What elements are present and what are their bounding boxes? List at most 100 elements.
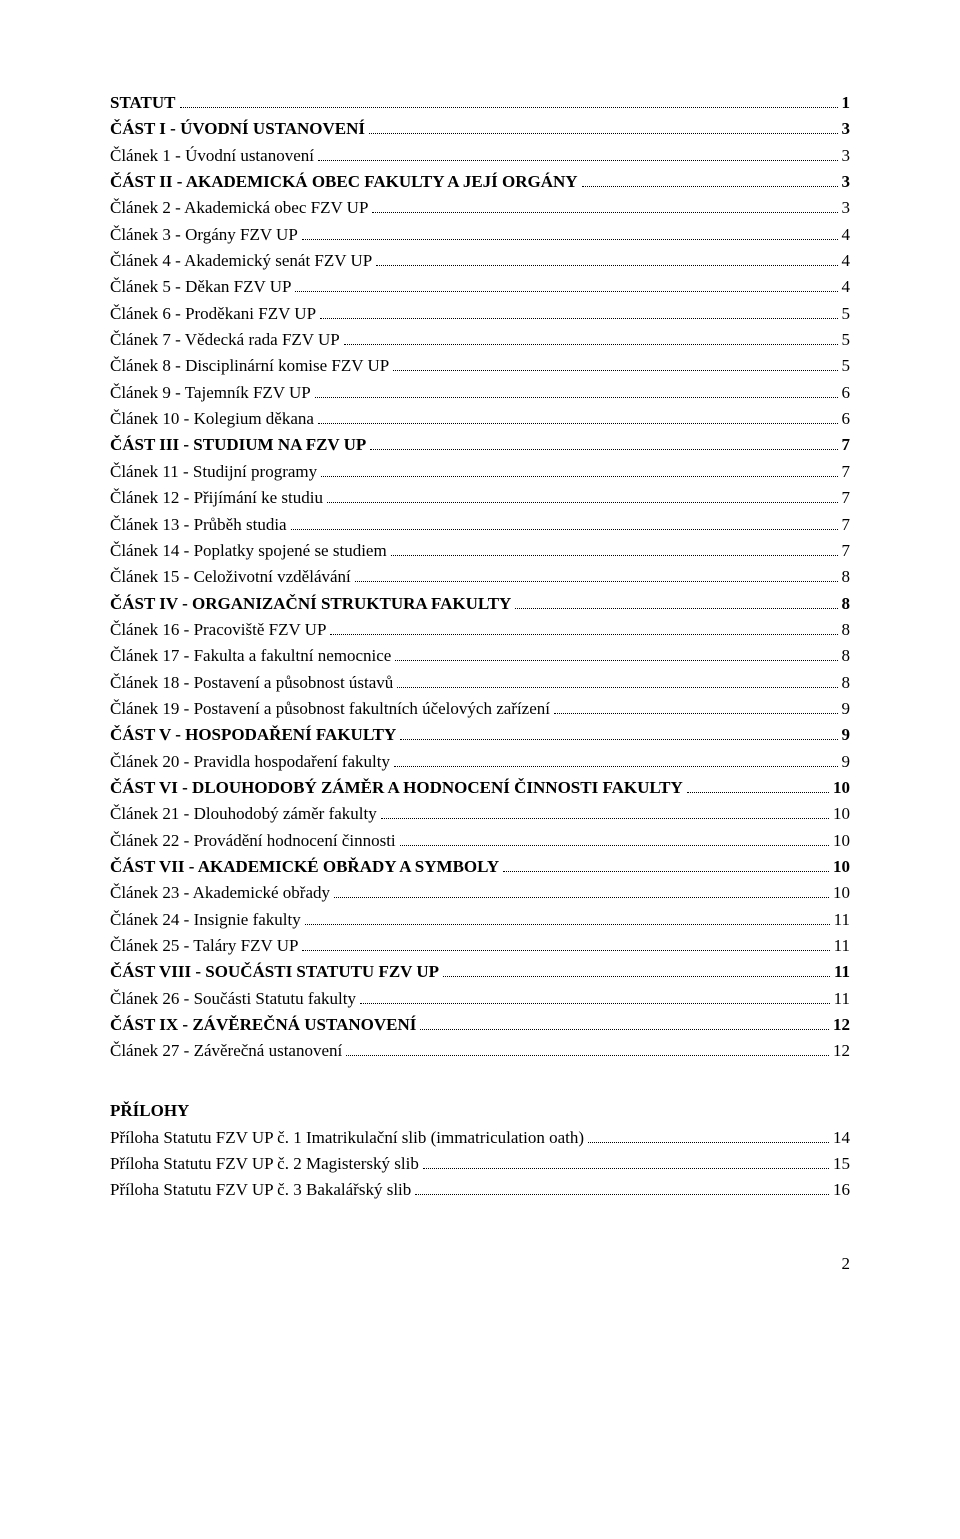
- toc-entry: Článek 12 - Přijímání ke studiu 7: [110, 485, 850, 511]
- toc-label: ČÁST III - STUDIUM NA FZV UP: [110, 432, 366, 458]
- toc-page-number: 8: [842, 643, 851, 669]
- priloha-leader-dots: [588, 1126, 829, 1142]
- toc-page-number: 10: [833, 775, 850, 801]
- toc-label: ČÁST II - AKADEMICKÁ OBEC FAKULTY A JEJÍ…: [110, 169, 578, 195]
- toc-page-number: 3: [842, 143, 851, 169]
- toc-leader-dots: [369, 118, 837, 134]
- toc-label: Článek 12 - Přijímání ke studiu: [110, 485, 323, 511]
- toc-leader-dots: [321, 461, 837, 477]
- toc-label: Článek 16 - Pracoviště FZV UP: [110, 617, 326, 643]
- toc-page-number: 8: [842, 617, 851, 643]
- toc-leader-dots: [346, 1040, 829, 1056]
- toc-entry: Článek 10 - Kolegium děkana6: [110, 406, 850, 432]
- toc-page-number: 7: [842, 432, 851, 458]
- toc-entry: Článek 1 - Úvodní ustanovení 3: [110, 143, 850, 169]
- toc-entry: Článek 6 - Proděkani FZV UP5: [110, 301, 850, 327]
- toc-label: Článek 2 - Akademická obec FZV UP: [110, 195, 368, 221]
- toc-entry: Článek 4 - Akademický senát FZV UP4: [110, 248, 850, 274]
- toc-leader-dots: [376, 250, 837, 266]
- toc-label: Článek 7 - Vědecká rada FZV UP: [110, 327, 340, 353]
- toc-leader-dots: [330, 619, 837, 635]
- toc-leader-dots: [554, 698, 838, 714]
- toc-leader-dots: [318, 144, 838, 160]
- toc-label: Článek 21 - Dlouhodobý záměr fakulty: [110, 801, 377, 827]
- toc-label: ČÁST IV - ORGANIZAČNÍ STRUKTURA FAKULTY: [110, 591, 511, 617]
- toc-leader-dots: [302, 223, 838, 239]
- toc-leader-dots: [391, 540, 838, 556]
- toc-page-number: 5: [842, 327, 851, 353]
- toc-label: Článek 18 - Postavení a působnost ústavů: [110, 670, 393, 696]
- toc-page-number: 11: [834, 933, 850, 959]
- toc-leader-dots: [400, 724, 837, 740]
- prilohy-list: Příloha Statutu FZV UP č. 1 Imatrikulačn…: [110, 1125, 850, 1204]
- toc-page-number: 4: [842, 222, 851, 248]
- toc-leader-dots: [381, 803, 829, 819]
- priloha-page-number: 15: [833, 1151, 850, 1177]
- toc-leader-dots: [393, 355, 837, 371]
- toc-entry: STATUT1: [110, 90, 850, 116]
- toc-entry: Článek 14 - Poplatky spojené se studiem7: [110, 538, 850, 564]
- prilohy-header: PŘÍLOHY: [110, 1101, 850, 1121]
- toc-label: Článek 23 - Akademické obřady: [110, 880, 330, 906]
- toc-leader-dots: [355, 566, 838, 582]
- toc-label: Článek 5 - Děkan FZV UP: [110, 274, 291, 300]
- toc-entry: ČÁST VI - DLOUHODOBÝ ZÁMĚR A HODNOCENÍ Č…: [110, 775, 850, 801]
- toc-page-number: 10: [833, 828, 850, 854]
- toc-label: Článek 1 - Úvodní ustanovení: [110, 143, 314, 169]
- toc-entry: Článek 5 - Děkan FZV UP 4: [110, 274, 850, 300]
- toc-leader-dots: [372, 197, 837, 213]
- toc-page-number: 8: [842, 564, 851, 590]
- toc-label: Článek 8 - Disciplinární komise FZV UP: [110, 353, 389, 379]
- toc-entry: ČÁST II - AKADEMICKÁ OBEC FAKULTY A JEJÍ…: [110, 169, 850, 195]
- toc-entry: ČÁST III - STUDIUM NA FZV UP 7: [110, 432, 850, 458]
- toc-leader-dots: [295, 276, 837, 292]
- toc-page-number: 4: [842, 274, 851, 300]
- toc-page-number: 9: [842, 749, 851, 775]
- toc-label: Článek 19 - Postavení a působnost fakult…: [110, 696, 550, 722]
- toc-leader-dots: [320, 302, 837, 318]
- toc-page-number: 6: [842, 380, 851, 406]
- toc-page-number: 3: [842, 169, 851, 195]
- toc-entry: Článek 22 - Provádění hodnocení činnosti…: [110, 828, 850, 854]
- toc-entry: Článek 17 - Fakulta a fakultní nemocnice…: [110, 643, 850, 669]
- toc-leader-dots: [420, 1014, 829, 1030]
- toc-label: Článek 3 - Orgány FZV UP: [110, 222, 298, 248]
- toc-label: ČÁST VIII - SOUČÁSTI STATUTU FZV UP: [110, 959, 439, 985]
- toc-label: Článek 13 - Průběh studia: [110, 512, 287, 538]
- toc-page-number: 1: [842, 90, 851, 116]
- toc-page-number: 12: [833, 1012, 850, 1038]
- toc-leader-dots: [315, 381, 838, 397]
- toc-leader-dots: [397, 671, 837, 687]
- toc-entry: Článek 16 - Pracoviště FZV UP 8: [110, 617, 850, 643]
- priloha-entry: Příloha Statutu FZV UP č. 3 Bakalářský s…: [110, 1177, 850, 1203]
- toc-entry: ČÁST VII - AKADEMICKÉ OBŘADY A SYMBOLY10: [110, 854, 850, 880]
- toc-page-number: 7: [842, 459, 851, 485]
- toc-leader-dots: [582, 171, 838, 187]
- toc-entry: ČÁST I - ÚVODNÍ USTANOVENÍ3: [110, 116, 850, 142]
- toc-entry: Článek 26 - Součásti Statutu fakulty11: [110, 986, 850, 1012]
- toc-entry: Článek 25 - Taláry FZV UP11: [110, 933, 850, 959]
- toc-page-number: 8: [842, 670, 851, 696]
- toc-page-number: 7: [842, 485, 851, 511]
- priloha-label: Příloha Statutu FZV UP č. 2 Magisterský …: [110, 1151, 419, 1177]
- toc-entry: Článek 7 - Vědecká rada FZV UP 5: [110, 327, 850, 353]
- page-number: 2: [110, 1254, 850, 1274]
- toc-page-number: 10: [833, 854, 850, 880]
- toc-leader-dots: [515, 592, 837, 608]
- toc-label: Článek 24 - Insignie fakulty: [110, 907, 301, 933]
- priloha-label: Příloha Statutu FZV UP č. 1 Imatrikulačn…: [110, 1125, 584, 1151]
- toc-label: ČÁST VI - DLOUHODOBÝ ZÁMĚR A HODNOCENÍ Č…: [110, 775, 683, 801]
- toc-leader-dots: [687, 777, 829, 793]
- toc-entry: Článek 9 - Tajemník FZV UP6: [110, 380, 850, 406]
- toc-leader-dots: [443, 961, 830, 977]
- toc-label: Článek 26 - Součásti Statutu fakulty: [110, 986, 356, 1012]
- toc-leader-dots: [370, 434, 837, 450]
- toc-entry: Článek 18 - Postavení a působnost ústavů…: [110, 670, 850, 696]
- toc-entry: Článek 21 - Dlouhodobý záměr fakulty10: [110, 801, 850, 827]
- toc-leader-dots: [395, 645, 837, 661]
- toc-entry: Článek 19 - Postavení a působnost fakult…: [110, 696, 850, 722]
- toc-leader-dots: [302, 935, 829, 951]
- table-of-contents: STATUT1ČÁST I - ÚVODNÍ USTANOVENÍ3Článek…: [110, 90, 850, 1065]
- toc-leader-dots: [318, 408, 838, 424]
- toc-entry: ČÁST IV - ORGANIZAČNÍ STRUKTURA FAKULTY8: [110, 591, 850, 617]
